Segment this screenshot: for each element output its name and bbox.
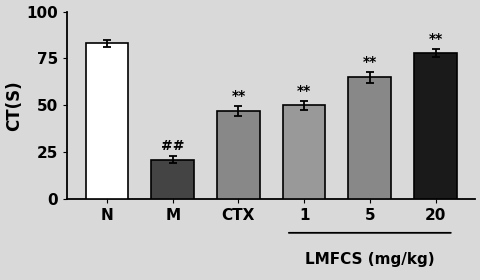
Text: **: **	[296, 84, 311, 98]
Bar	[216, 111, 259, 199]
Text: **: **	[231, 89, 245, 103]
Text: ##: ##	[161, 139, 184, 153]
Y-axis label: CT(S): CT(S)	[6, 80, 24, 131]
Bar	[282, 105, 325, 199]
Text: **: **	[362, 55, 376, 69]
Text: **: **	[428, 32, 442, 46]
Bar	[348, 77, 390, 199]
Text: LMFCS (mg/kg): LMFCS (mg/kg)	[304, 252, 434, 267]
Bar	[85, 43, 128, 199]
Bar	[151, 160, 193, 199]
Bar	[413, 53, 456, 199]
